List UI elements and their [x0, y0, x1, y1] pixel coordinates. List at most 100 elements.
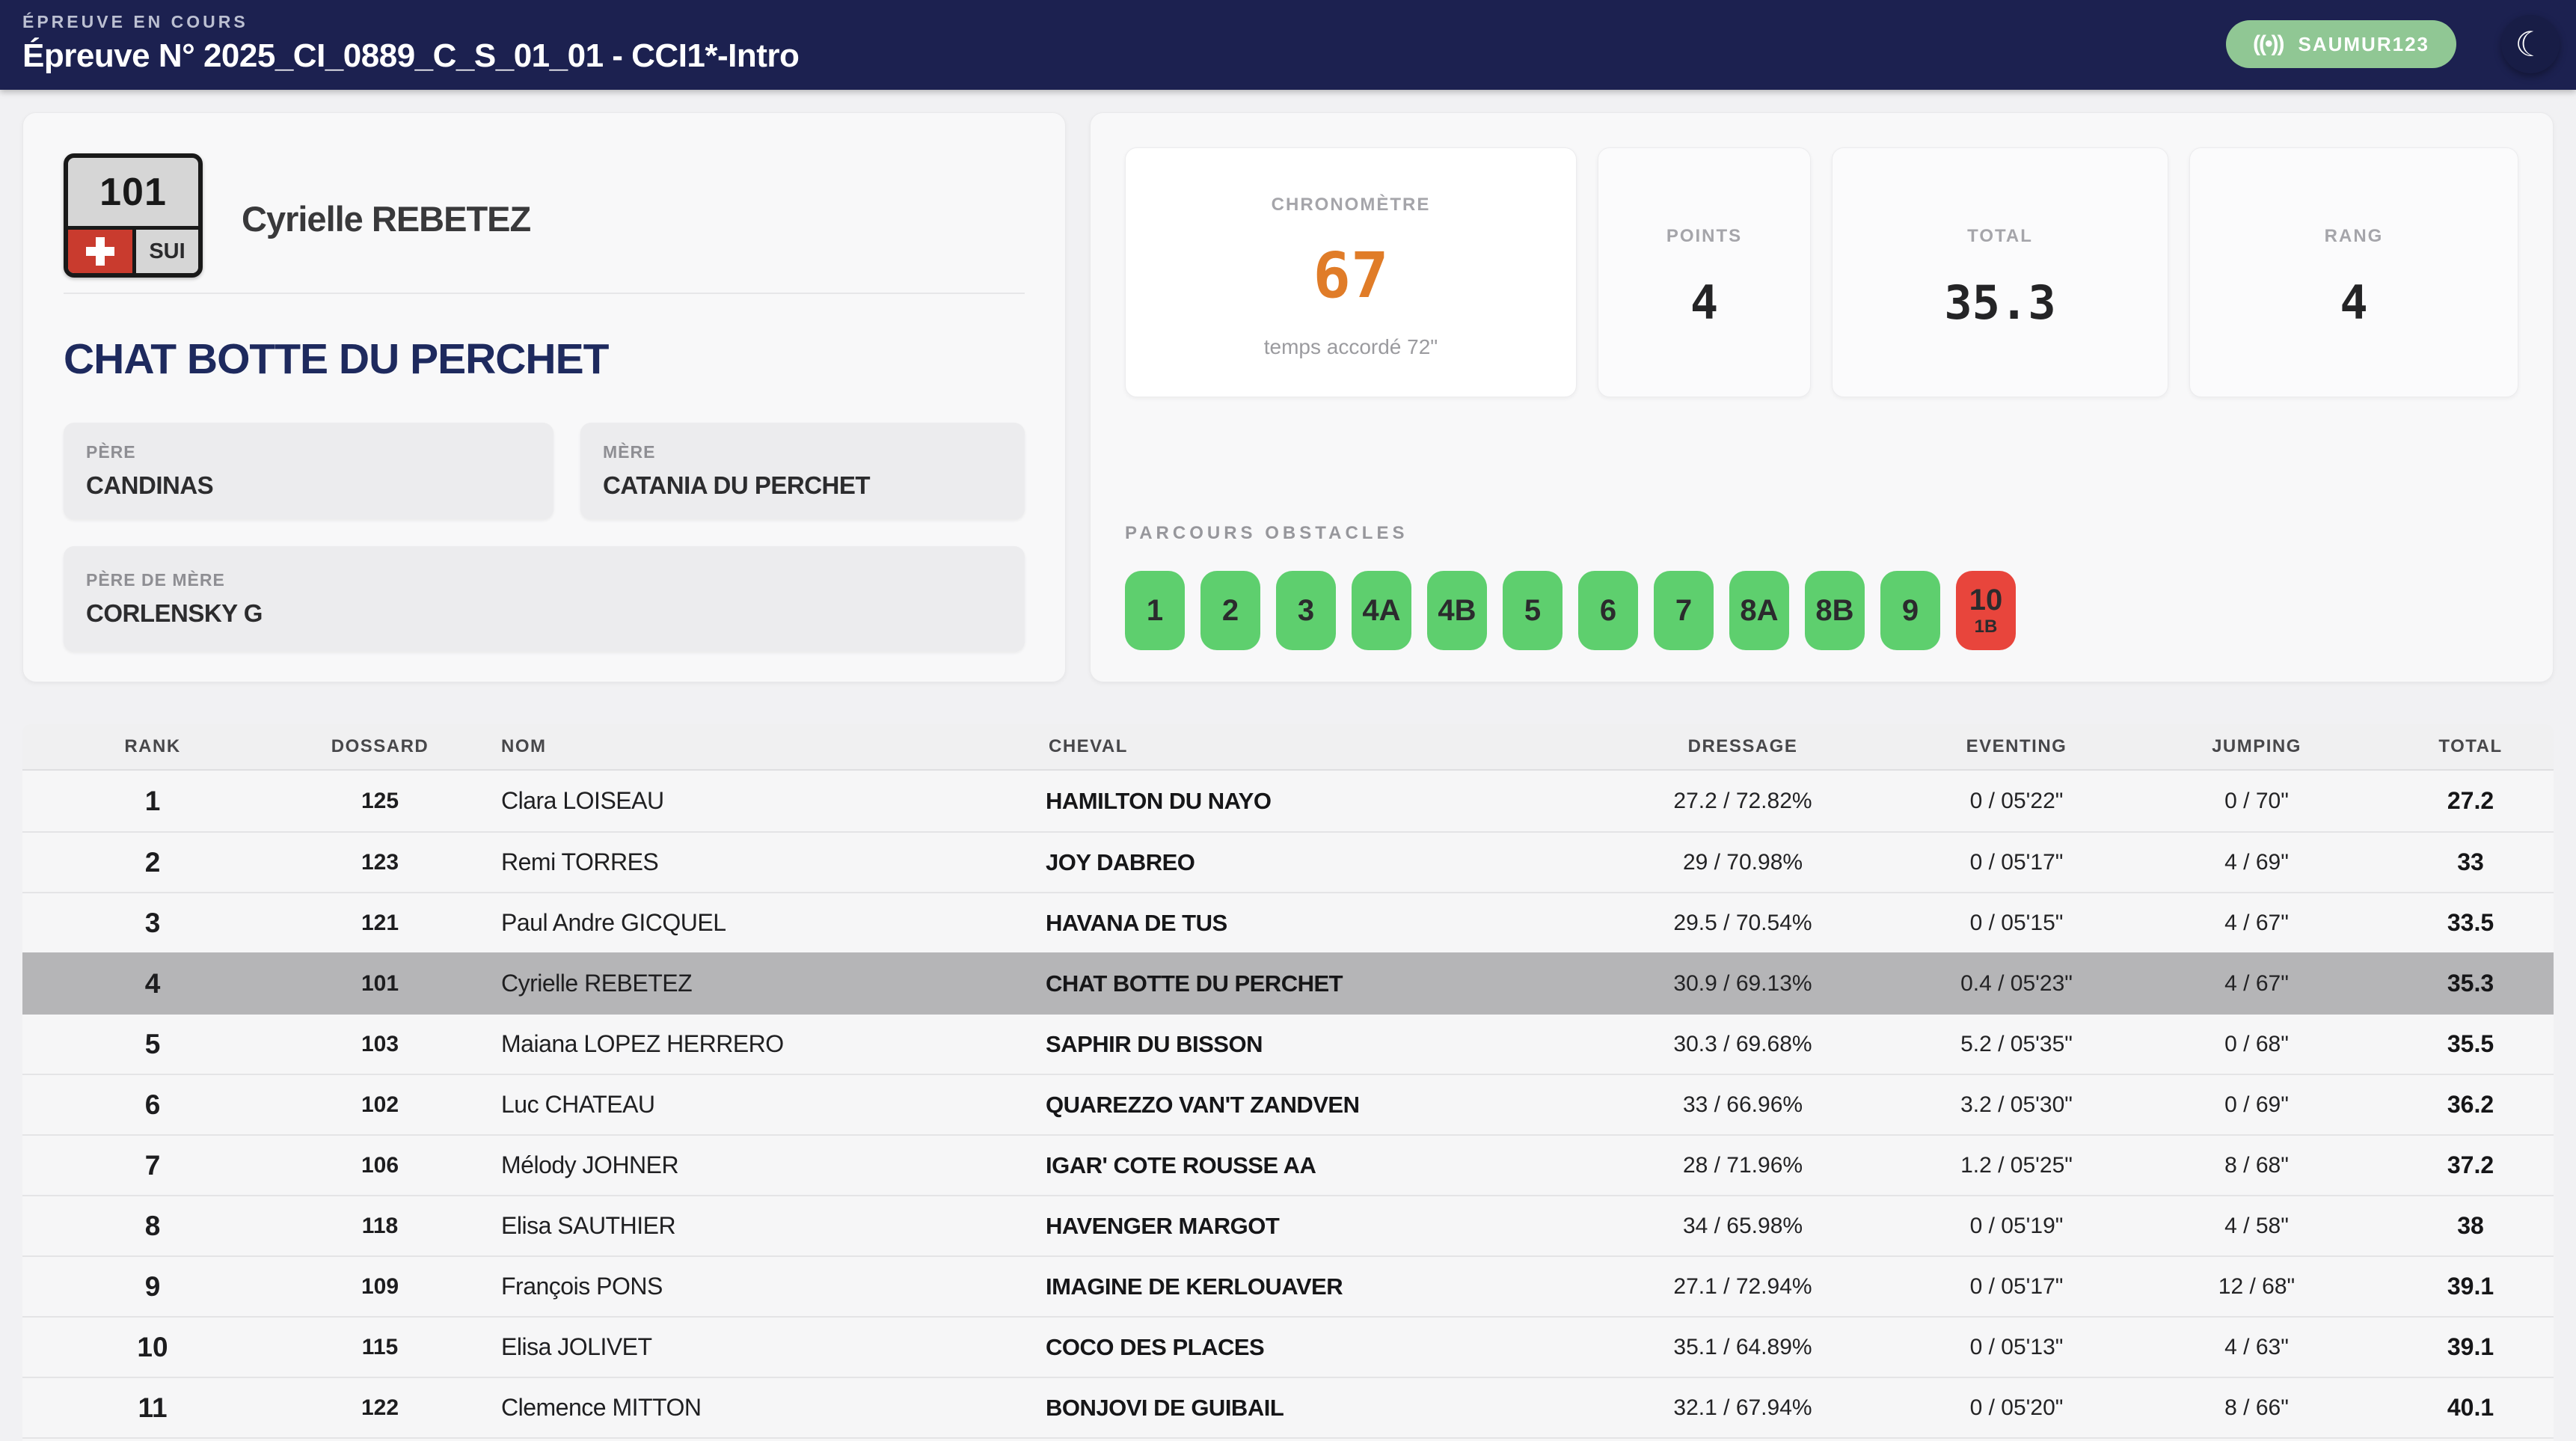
obstacle-tile-10: 10 1B: [1956, 571, 2016, 650]
cell-dossard: 102: [361, 1092, 399, 1117]
live-stream-badge[interactable]: ((•)) SAUMUR123: [2226, 20, 2456, 68]
table-row[interactable]: 1 125 Clara LOISEAU HAMILTON DU NAYO 27.…: [22, 771, 2554, 831]
time-allowed-label: temps accordé 72": [1263, 335, 1438, 358]
obstacle-tile-7: 7: [1654, 571, 1714, 650]
table-row[interactable]: 4 101 Cyrielle REBETEZ CHAT BOTTE DU PER…: [22, 952, 2554, 1013]
table-row[interactable]: 11 122 Clemence MITTON BONJOVI DE GUIBAI…: [22, 1377, 2554, 1437]
cell-horse-name: COCO DES PLACES: [1046, 1333, 1265, 1360]
cell-dressage: 28 / 71.96%: [1682, 1152, 1803, 1178]
cell-rider-name: Paul Andre GICQUEL: [501, 909, 726, 936]
obstacle-tile-4B: 4B: [1427, 571, 1487, 650]
cell-horse-name: BONJOVI DE GUIBAIL: [1046, 1394, 1284, 1421]
cell-dressage: 27.2 / 72.82%: [1673, 788, 1812, 813]
cell-rider-name: François PONS: [501, 1273, 663, 1300]
stats-row: CHRONOMÈTRE 67 temps accordé 72" POINTS …: [1125, 147, 2518, 397]
table-row[interactable]: 3 121 Paul Andre GICQUEL HAVANA DE TUS 2…: [22, 892, 2554, 952]
cell-dossard: 106: [361, 1152, 399, 1178]
table-row[interactable]: 6 102 Luc CHATEAU QUAREZZO VAN'T ZANDVEN…: [22, 1074, 2554, 1134]
cell-horse-name: IGAR' COTE ROUSSE AA: [1046, 1151, 1316, 1178]
cell-dressage: 30.9 / 69.13%: [1673, 970, 1812, 996]
cell-total: 33.5: [2447, 909, 2494, 936]
table-row[interactable]: 10 115 Elisa JOLIVET COCO DES PLACES 35.…: [22, 1316, 2554, 1377]
cell-rank: 9: [144, 1270, 161, 1302]
cell-eventing: 5.2 / 05'35": [1960, 1031, 2073, 1056]
main-content: 101 SUI Cyrielle REBETEZ CHAT BOTTE DU P…: [0, 90, 2576, 705]
table-row[interactable]: 2 123 Remi TORRES JOY DABREO 29 / 70.98%…: [22, 831, 2554, 892]
total-value: 35.3: [1944, 275, 2056, 330]
points-value: 4: [1690, 275, 1719, 330]
obstacle-number: 2: [1221, 594, 1239, 627]
column-header-dressage: DRESSAGE: [1687, 736, 1798, 756]
nation-code: SUI: [132, 230, 198, 273]
obstacle-tile-8A: 8A: [1729, 571, 1789, 650]
moon-icon: ☾: [2515, 24, 2546, 64]
dark-mode-toggle[interactable]: ☾: [2501, 15, 2560, 73]
cell-rank: 7: [144, 1149, 161, 1181]
cell-jumping: 8 / 68": [2224, 1152, 2289, 1178]
cell-jumping: 0 / 70": [2224, 788, 2289, 813]
obstacle-tiles: 1 2 3 4A 4B 5 6 7 8A 8B 9 10 1B: [1125, 571, 2518, 650]
rank-value: 4: [2340, 275, 2368, 330]
cell-jumping: 4 / 63": [2224, 1334, 2289, 1359]
table-row-partial: [22, 1437, 2554, 1441]
cell-horse-name: IMAGINE DE KERLOUAVER: [1046, 1273, 1343, 1300]
rider-name: Cyrielle REBETEZ: [242, 199, 531, 239]
cell-total: 39.1: [2447, 1333, 2494, 1360]
cell-rider-name: Clemence MITTON: [501, 1394, 702, 1421]
cell-jumping: 0 / 68": [2224, 1031, 2289, 1056]
cell-dressage: 35.1 / 64.89%: [1673, 1334, 1812, 1359]
cell-eventing: 0 / 05'20": [1969, 1395, 2064, 1420]
pedigree-damsire-box: PÈRE DE MÈRE CORLENSKY G: [64, 546, 1025, 652]
cell-eventing: 0 / 05'13": [1969, 1334, 2064, 1359]
table-row[interactable]: 7 106 Mélody JOHNER IGAR' COTE ROUSSE AA…: [22, 1134, 2554, 1195]
cell-horse-name: HAVANA DE TUS: [1046, 909, 1227, 936]
cell-total: 39.1: [2447, 1273, 2494, 1300]
bib-nation-row: SUI: [68, 230, 198, 273]
points-label: POINTS: [1666, 226, 1743, 246]
obstacle-number: 8A: [1740, 594, 1779, 627]
live-stream-label: SAUMUR123: [2298, 32, 2429, 55]
obstacle-number: 4A: [1362, 594, 1401, 627]
results-table: RANK DOSSARD NOM CHEVAL DRESSAGE EVENTIN…: [22, 724, 2554, 1441]
obstacle-number: 10: [1969, 584, 2003, 617]
obstacle-fault-code: 1B: [1974, 617, 1998, 637]
cell-total: 33: [2457, 848, 2484, 875]
obstacle-tile-9: 9: [1880, 571, 1940, 650]
cell-eventing: 1.2 / 05'25": [1960, 1152, 2073, 1178]
rank-label: RANG: [2324, 226, 2384, 246]
cell-rank: 5: [144, 1028, 161, 1059]
obstacle-number: 9: [1901, 594, 1919, 627]
cell-dressage: 29 / 70.98%: [1682, 849, 1803, 875]
cell-rank: 2: [144, 846, 161, 878]
table-row[interactable]: 8 118 Elisa SAUTHIER HAVENGER MARGOT 34 …: [22, 1195, 2554, 1255]
bib-number: 101: [68, 158, 198, 230]
cell-jumping: 0 / 69": [2224, 1092, 2289, 1117]
cell-total: 36.2: [2447, 1091, 2494, 1118]
cell-jumping: 4 / 67": [2224, 970, 2289, 996]
cell-dossard: 103: [361, 1031, 399, 1056]
column-header-rank: RANK: [124, 736, 181, 756]
cell-eventing: 0 / 05'15": [1969, 910, 2064, 935]
cell-dressage: 34 / 65.98%: [1682, 1213, 1803, 1238]
total-label: TOTAL: [1967, 226, 2033, 246]
total-card: TOTAL 35.3: [1832, 147, 2168, 397]
obstacle-number: 7: [1675, 594, 1693, 627]
table-row[interactable]: 9 109 François PONS IMAGINE DE KERLOUAVE…: [22, 1255, 2554, 1316]
chronometer-value: 67: [1313, 239, 1389, 312]
obstacle-number: 3: [1297, 594, 1315, 627]
bib-plate: 101 SUI: [64, 153, 203, 278]
cell-rider-name: Elisa JOLIVET: [501, 1333, 652, 1360]
cell-rider-name: Luc CHATEAU: [501, 1091, 655, 1118]
damsire-label: PÈRE DE MÈRE: [86, 570, 225, 590]
cell-rank: 3: [144, 907, 161, 938]
cell-rider-name: Clara LOISEAU: [501, 787, 664, 814]
column-header-jumping: JUMPING: [2212, 736, 2301, 756]
broadcast-icon: ((•)): [2253, 31, 2284, 56]
cell-horse-name: JOY DABREO: [1046, 848, 1195, 875]
obstacle-tile-1: 1: [1125, 571, 1185, 650]
horse-name: CHAT BOTTE DU PERCHET: [64, 335, 609, 383]
table-row[interactable]: 5 103 Maiana LOPEZ HERRERO SAPHIR DU BIS…: [22, 1013, 2554, 1074]
cell-dossard: 121: [361, 910, 399, 935]
cell-eventing: 0.4 / 05'23": [1960, 970, 2073, 996]
points-card: POINTS 4: [1598, 147, 1811, 397]
